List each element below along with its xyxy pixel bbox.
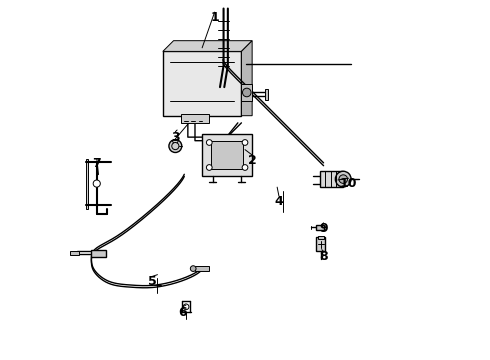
- Polygon shape: [242, 41, 252, 116]
- Circle shape: [190, 266, 196, 271]
- Circle shape: [183, 304, 189, 310]
- Text: 6: 6: [178, 306, 187, 319]
- Circle shape: [206, 140, 212, 145]
- Bar: [86, 158, 88, 208]
- Circle shape: [243, 88, 251, 97]
- Bar: [202, 134, 252, 176]
- Polygon shape: [163, 41, 252, 51]
- Bar: [70, 251, 79, 255]
- Circle shape: [242, 140, 248, 145]
- Circle shape: [335, 171, 351, 187]
- Text: 1: 1: [210, 11, 219, 24]
- Bar: [163, 51, 242, 116]
- Bar: [317, 225, 324, 230]
- Text: 2: 2: [248, 154, 257, 167]
- Text: 3: 3: [171, 131, 180, 144]
- Bar: [92, 249, 106, 257]
- Bar: [242, 84, 252, 102]
- Text: 7: 7: [93, 157, 101, 170]
- Bar: [195, 266, 209, 271]
- Bar: [181, 114, 209, 123]
- Text: 5: 5: [148, 275, 156, 288]
- Circle shape: [242, 165, 248, 170]
- Text: 10: 10: [340, 177, 357, 190]
- Bar: [318, 236, 323, 239]
- Bar: [317, 237, 325, 251]
- Bar: [320, 171, 343, 187]
- Text: 8: 8: [319, 250, 328, 263]
- Circle shape: [339, 175, 347, 183]
- Text: 9: 9: [319, 222, 328, 235]
- Circle shape: [169, 140, 182, 153]
- Text: 4: 4: [274, 195, 283, 208]
- Circle shape: [93, 180, 100, 187]
- Bar: [211, 141, 243, 169]
- Bar: [265, 89, 268, 100]
- Circle shape: [206, 165, 212, 170]
